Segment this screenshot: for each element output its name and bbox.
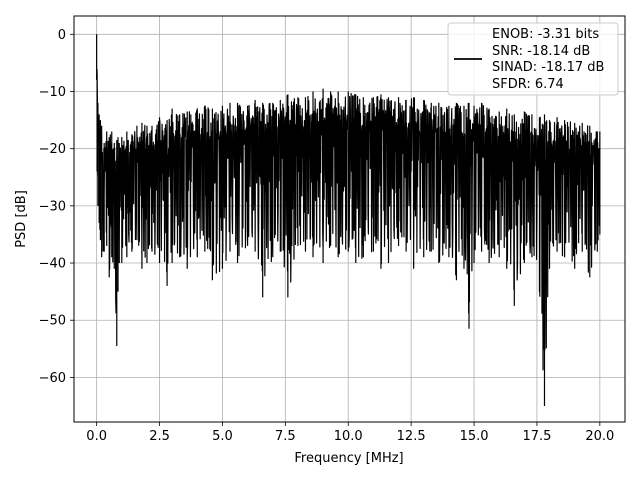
psd-series-line <box>96 34 601 406</box>
x-tick-label: 17.5 <box>522 429 551 444</box>
axis-ticks: 0.0 2.5 5.0 7.5 10.0 12.5 15.0 17.5 20.0 0 −10 −20 −… <box>39 28 615 444</box>
x-tick-label: 12.5 <box>397 429 426 444</box>
x-axis-title: Frequency [MHz] <box>294 451 403 466</box>
x-tick-label: 20.0 <box>585 429 614 444</box>
y-tick-label: −50 <box>39 314 66 329</box>
x-tick-label: 2.5 <box>149 429 170 444</box>
x-tick-label: 15.0 <box>460 429 489 444</box>
legend-entry-sinad: SINAD: -18.17 dB <box>492 60 604 75</box>
axes-frame <box>73 15 626 423</box>
y-tick-label: −30 <box>39 199 66 214</box>
x-tick-label: 0.0 <box>86 429 107 444</box>
y-axis-title: PSD [dB] <box>14 190 29 248</box>
legend-entry-snr: SNR: -18.14 dB <box>492 44 590 59</box>
y-tick-label: −20 <box>39 142 66 157</box>
y-tick-label: 0 <box>58 28 66 43</box>
y-tick-label: −10 <box>39 85 66 100</box>
y-tick-label: −60 <box>39 371 66 386</box>
legend-entry-enob: ENOB: -3.31 bits <box>492 27 599 42</box>
legend: ENOB: -3.31 bits SNR: -18.14 dB SINAD: -… <box>447 22 619 96</box>
legend-entry-sfdr: SFDR: 6.74 <box>492 77 564 92</box>
legend-box <box>447 22 619 96</box>
x-tick-label: 10.0 <box>334 429 363 444</box>
x-tick-label: 7.5 <box>275 429 296 444</box>
x-tick-label: 5.0 <box>212 429 233 444</box>
plot-area <box>96 34 601 406</box>
y-tick-label: −40 <box>39 257 66 272</box>
